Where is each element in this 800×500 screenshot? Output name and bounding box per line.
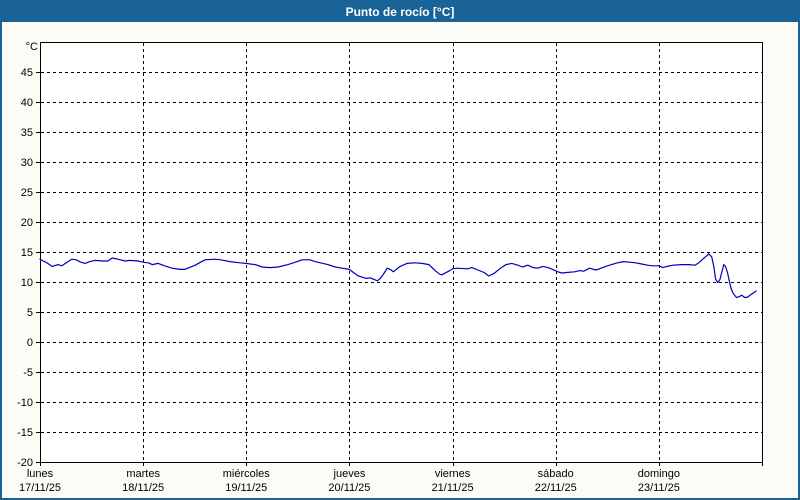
y-axis-label: -5 [23,367,33,379]
y-axis-label: 35 [21,127,33,139]
y-axis-unit-label: °C [26,41,38,53]
y-axis-label: 30 [21,157,33,169]
date-label: 21/11/25 [432,482,474,494]
y-axis-label: -15 [17,427,33,439]
y-axis-label: 40 [21,97,33,109]
y-axis-label: 10 [21,277,33,289]
y-axis-label: 15 [21,247,33,259]
date-label: 23/11/25 [638,482,680,494]
y-axis-label: 45 [21,67,33,79]
y-axis-label: 25 [21,187,33,199]
day-label: martes [126,468,160,480]
date-label: 19/11/25 [225,482,267,494]
y-axis-label: 5 [27,307,33,319]
day-label: viernes [435,468,471,480]
y-axis-label: 0 [27,337,33,349]
day-label: lunes [27,468,54,480]
date-label: 20/11/25 [328,482,370,494]
y-axis-label: -20 [17,457,33,469]
date-label: 17/11/25 [19,482,61,494]
day-label: miércoles [223,468,271,480]
date-label: 22/11/25 [535,482,577,494]
day-label: domingo [638,468,680,480]
date-label: 18/11/25 [122,482,164,494]
window-title: Punto de rocío [°C] [2,2,798,22]
y-axis-label: -10 [17,397,33,409]
series-line [39,253,757,299]
day-label: jueves [333,468,366,480]
day-label: sábado [538,468,574,480]
y-axis-label: 20 [21,217,33,229]
